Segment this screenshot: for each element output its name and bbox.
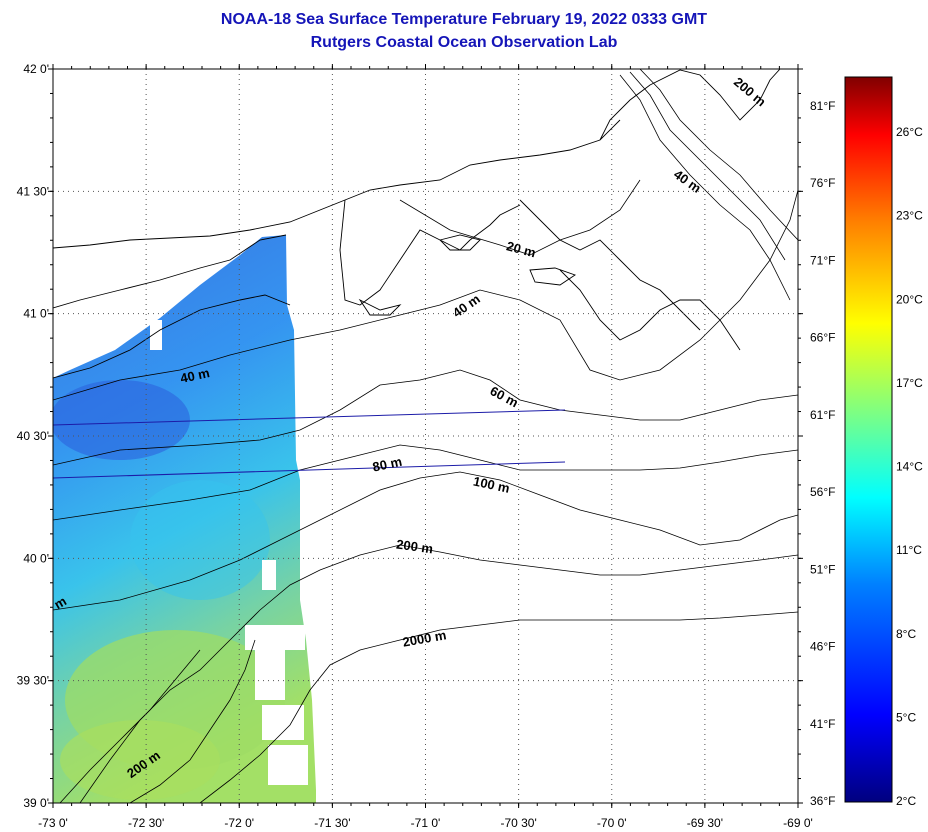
nantucket-shoals xyxy=(559,269,741,351)
map-title: NOAA-18 Sea Surface Temperature February… xyxy=(220,11,708,28)
contour-40m-cape xyxy=(619,74,791,301)
colorbar-label: 5°C xyxy=(896,710,916,724)
lon-tick-label: -69 30' xyxy=(687,816,723,830)
colorbar-label: 11°C xyxy=(896,543,922,557)
long-island-north-shore xyxy=(53,234,287,309)
contour-label: 80 m xyxy=(371,454,403,475)
colorbar-label: 26°C xyxy=(896,125,923,139)
colorbar-label: 14°C xyxy=(896,460,923,474)
fahrenheit-label: 76°F xyxy=(810,176,835,190)
cloud-gap xyxy=(262,560,276,590)
islands xyxy=(439,234,481,251)
contour-label: 40 m xyxy=(450,291,483,320)
colorbar-labels: 26°C 23°C 20°C 17°C 14°C 11°C 8°C 5°C 2°C xyxy=(896,125,923,808)
map-subtitle: Rutgers Coastal Ocean Observation Lab xyxy=(310,34,618,51)
fahrenheit-label: 66°F xyxy=(810,331,835,345)
lon-tick-label: -71 30' xyxy=(314,816,350,830)
contour-100m xyxy=(53,471,798,611)
contour-80m xyxy=(53,444,798,521)
colorbar-label: 20°C xyxy=(896,292,923,306)
grid-layer xyxy=(53,69,798,803)
warm-patch xyxy=(60,720,220,800)
fahrenheit-label: 51°F xyxy=(810,562,835,576)
lat-tick-label: 40 0' xyxy=(23,551,49,565)
contour-label: 100 m xyxy=(472,473,511,495)
lon-tick-label: -72 0' xyxy=(224,816,254,830)
colorbar-label: 2°C xyxy=(896,794,916,808)
sst-data-layer xyxy=(53,235,316,803)
lat-tick-label: 41 0' xyxy=(23,307,49,321)
colorbar-label: 8°C xyxy=(896,627,916,641)
colorbar-label: 17°C xyxy=(896,376,923,390)
connecticut-coast xyxy=(53,119,621,249)
contour-label: 200 m xyxy=(731,74,769,109)
fahrenheit-label: 81°F xyxy=(810,99,835,113)
fahrenheit-label: 36°F xyxy=(810,794,835,808)
contour-60m xyxy=(53,369,798,466)
contour-40m xyxy=(53,189,798,401)
cape-cod xyxy=(599,69,781,141)
mid-patch xyxy=(130,480,270,600)
fahrenheit-label: 61°F xyxy=(810,408,835,422)
contour-40m-cape-2 xyxy=(629,71,786,261)
cool-patch xyxy=(53,380,190,460)
lon-tick-label: -71 0' xyxy=(411,816,441,830)
contour-2000m-slope xyxy=(129,639,256,803)
rhode-island-bay xyxy=(339,199,521,306)
lon-axis: -73 0' -72 30' -72 0' -71 30' -71 0' -70 30' -… xyxy=(38,64,813,830)
cloud-gap xyxy=(245,625,305,650)
fahrenheit-label: 71°F xyxy=(810,253,835,267)
track-line xyxy=(53,409,566,426)
contour-label: 200 m xyxy=(395,536,434,556)
lat-tick-label: 40 30' xyxy=(17,429,49,443)
contour-label: 2000 m xyxy=(401,627,447,649)
cloud-gap xyxy=(262,705,304,740)
fahrenheit-axis: 81°F 76°F 71°F 66°F 61°F 56°F 51°F 46°F 41°F 36°F xyxy=(810,99,835,808)
track-line xyxy=(53,461,566,479)
lon-tick-label: -70 30' xyxy=(500,816,536,830)
contour-label: 60 m xyxy=(488,383,521,410)
coastline-layer xyxy=(53,69,781,379)
shoal-contour xyxy=(519,199,701,331)
contour-200m-inner xyxy=(59,649,201,803)
lon-tick-label: -73 0' xyxy=(38,816,68,830)
cloud-gap xyxy=(268,745,308,785)
contour-2000m xyxy=(199,611,798,803)
cloud-gap xyxy=(255,650,285,700)
lat-tick-label: 41 30' xyxy=(17,184,49,198)
fahrenheit-label: 46°F xyxy=(810,640,835,654)
long-island-south-shore xyxy=(53,294,291,379)
cloud-gap xyxy=(150,320,162,350)
contour-label: 20 m xyxy=(505,238,538,260)
islands xyxy=(529,267,577,286)
islands xyxy=(358,298,402,316)
contour-label: 40 m xyxy=(179,365,211,386)
contour-40m-cape-3 xyxy=(639,69,798,241)
bathymetry-layer xyxy=(53,69,798,803)
lon-tick-label: -70 0' xyxy=(597,816,627,830)
colorbar xyxy=(844,76,893,803)
lat-axis: 42 0' 41 30' 41 0' 40 30' 40 0' 39 30' 39 0' xyxy=(17,62,803,810)
fahrenheit-label: 41°F xyxy=(810,717,835,731)
lat-tick-label: 39 0' xyxy=(23,796,49,810)
lon-tick-label: -72 30' xyxy=(128,816,164,830)
lat-tick-label: 42 0' xyxy=(23,62,49,76)
colorbar-label: 23°C xyxy=(896,209,923,223)
track-lines xyxy=(53,409,566,479)
contour-200m xyxy=(79,544,798,803)
lon-tick-label: -69 0' xyxy=(783,816,813,830)
fahrenheit-label: 56°F xyxy=(810,485,835,499)
contour-20m xyxy=(399,179,641,256)
lat-tick-label: 39 30' xyxy=(17,674,49,688)
